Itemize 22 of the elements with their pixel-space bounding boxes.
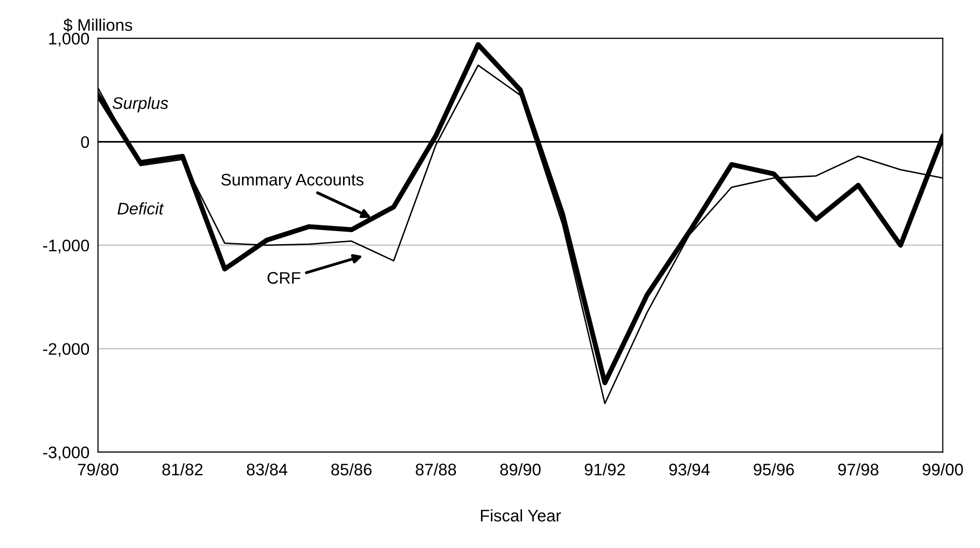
x-tick-label: 99/00 [922,463,963,476]
series-label: CRF [268,272,300,284]
y-tick-label: -2,000 [43,343,90,357]
y-tick-label: 1,000 [49,32,90,47]
y-tick-label: -1,000 [43,240,90,254]
annotation: Surplus [112,96,168,112]
x-tick-label: 97/98 [838,463,878,476]
x-tick-label: 89/90 [500,463,541,476]
x-tick-label: 87/88 [416,463,456,476]
y-axis-title: $ Millions [63,18,132,32]
x-tick-label: 91/92 [584,463,625,476]
x-tick-label: 81/82 [162,463,202,476]
x-axis-title: Fiscal Year [480,509,561,522]
annotation: Deficit [118,202,164,215]
x-tick-label: 93/94 [669,463,710,476]
y-tick-label: -3,000 [43,446,90,460]
x-tick-label: 83/84 [246,463,288,476]
x-tick-label: 79/80 [78,463,118,476]
x-tick-label: 85/86 [331,463,372,476]
y-tick-label: 0 [81,136,90,148]
series-label: Summary Accounts [221,174,364,189]
x-tick-label: 95/96 [754,463,794,476]
